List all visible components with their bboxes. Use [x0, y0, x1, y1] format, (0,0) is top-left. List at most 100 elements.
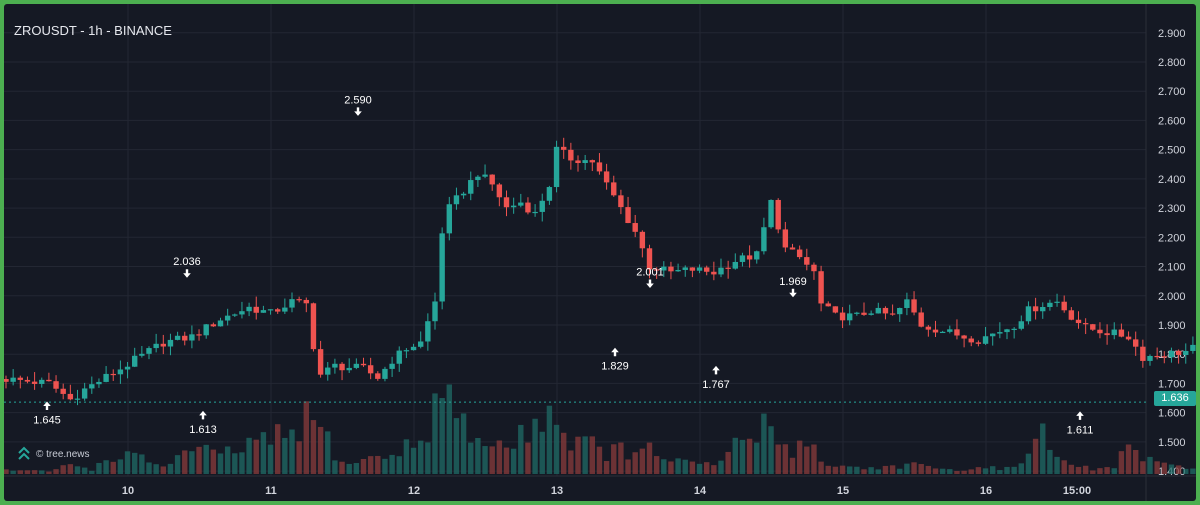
candle-body[interactable] — [296, 299, 302, 301]
candle-body[interactable] — [954, 329, 960, 336]
candle-body[interactable] — [568, 149, 574, 161]
candle-body[interactable] — [854, 312, 860, 314]
candle-body[interactable] — [704, 267, 710, 272]
candle-body[interactable] — [282, 307, 288, 312]
candle-body[interactable] — [67, 393, 74, 400]
candle-body[interactable] — [796, 249, 803, 258]
candle-body[interactable] — [532, 211, 538, 214]
candle-body[interactable] — [725, 267, 731, 269]
candle-body[interactable] — [561, 146, 567, 150]
candle-body[interactable] — [832, 306, 839, 313]
candle-body[interactable] — [375, 373, 381, 379]
candle-body[interactable] — [575, 160, 581, 164]
candle-body[interactable] — [661, 266, 667, 271]
candle-body[interactable] — [382, 368, 388, 379]
candle-body[interactable] — [31, 381, 38, 384]
candle-body[interactable] — [582, 160, 588, 164]
candle-body[interactable] — [1140, 346, 1146, 361]
candle-body[interactable] — [889, 313, 896, 315]
candle-body[interactable] — [1125, 336, 1132, 340]
candle-body[interactable] — [103, 373, 109, 382]
candle-body[interactable] — [403, 350, 410, 352]
candle-body[interactable] — [768, 199, 774, 228]
candle-body[interactable] — [839, 312, 846, 321]
candle-body[interactable] — [689, 267, 696, 271]
candle-body[interactable] — [997, 332, 1003, 334]
candle-body[interactable] — [4, 379, 9, 382]
candle-body[interactable] — [861, 312, 867, 315]
candle-body[interactable] — [1175, 350, 1182, 355]
candle-body[interactable] — [732, 261, 738, 269]
candle-body[interactable] — [982, 336, 989, 344]
candle-body[interactable] — [325, 367, 331, 375]
candle-body[interactable] — [317, 349, 324, 375]
candle-body[interactable] — [510, 205, 517, 208]
candle-body[interactable] — [96, 381, 102, 385]
candle-body[interactable] — [232, 314, 238, 316]
candle-body[interactable] — [847, 313, 853, 321]
candle-body[interactable] — [818, 271, 824, 304]
candle-body[interactable] — [632, 223, 638, 232]
candle-body[interactable] — [153, 343, 159, 349]
candle-body[interactable] — [961, 335, 967, 339]
candle-body[interactable] — [346, 367, 352, 371]
candle-body[interactable] — [1075, 319, 1082, 324]
candle-body[interactable] — [289, 299, 295, 308]
candle-body[interactable] — [124, 366, 131, 370]
candle-body[interactable] — [468, 180, 474, 194]
candle-body[interactable] — [360, 363, 367, 366]
candle-body[interactable] — [775, 199, 781, 230]
candle-body[interactable] — [410, 346, 417, 351]
candle-body[interactable] — [339, 363, 345, 371]
candle-body[interactable] — [718, 267, 724, 275]
candle-body[interactable] — [696, 267, 703, 271]
candle-body[interactable] — [503, 197, 510, 208]
candle-body[interactable] — [203, 324, 209, 336]
candle-body[interactable] — [882, 307, 889, 314]
candle-body[interactable] — [189, 334, 195, 341]
candle-body[interactable] — [1090, 324, 1096, 330]
candle-body[interactable] — [17, 377, 23, 380]
candle-body[interactable] — [782, 229, 789, 248]
candle-body[interactable] — [496, 184, 503, 198]
candle-body[interactable] — [1147, 355, 1153, 361]
candle-body[interactable] — [1061, 301, 1067, 311]
candle-body[interactable] — [975, 342, 982, 344]
candle-body[interactable] — [224, 315, 231, 321]
candle-body[interactable] — [1047, 302, 1053, 308]
candle-body[interactable] — [39, 379, 45, 384]
candle-body[interactable] — [239, 311, 245, 315]
candle-body[interactable] — [1018, 321, 1024, 329]
candle-body[interactable] — [675, 269, 681, 272]
candle-body[interactable] — [460, 193, 467, 196]
candle-body[interactable] — [139, 353, 145, 356]
candle-body[interactable] — [389, 363, 395, 369]
candle-body[interactable] — [739, 255, 746, 262]
candle-body[interactable] — [1168, 350, 1175, 358]
candle-body[interactable] — [653, 269, 660, 271]
candle-body[interactable] — [525, 202, 531, 213]
candle-body[interactable] — [275, 309, 281, 312]
candle-body[interactable] — [367, 365, 374, 374]
candle-body[interactable] — [1154, 355, 1160, 358]
candle-body[interactable] — [253, 306, 259, 313]
candle-body[interactable] — [761, 227, 767, 252]
candle-body[interactable] — [546, 187, 553, 201]
candle-body[interactable] — [160, 343, 166, 347]
candle-body[interactable] — [396, 350, 402, 364]
candle-body[interactable] — [1118, 329, 1125, 337]
candle-body[interactable] — [925, 326, 932, 330]
candle-body[interactable] — [482, 174, 488, 177]
candle-body[interactable] — [1025, 306, 1032, 322]
candle-body[interactable] — [1011, 328, 1017, 330]
candle-body[interactable] — [611, 182, 617, 196]
candle-body[interactable] — [1082, 323, 1089, 325]
candle-body[interactable] — [518, 202, 524, 206]
candle-body[interactable] — [267, 309, 274, 311]
candle-body[interactable] — [1183, 350, 1189, 355]
candle-body[interactable] — [539, 200, 545, 212]
candle-body[interactable] — [89, 384, 95, 389]
candle-body[interactable] — [1133, 339, 1139, 347]
candle-body[interactable] — [968, 338, 974, 343]
candle-body[interactable] — [425, 321, 431, 342]
